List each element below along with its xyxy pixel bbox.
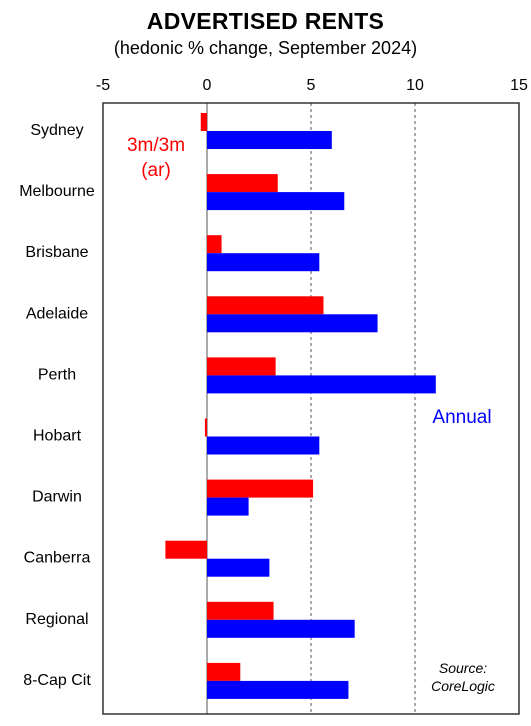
- bar-annual: [207, 680, 349, 699]
- bar-3m: [207, 174, 278, 193]
- bars: [165, 113, 436, 699]
- bar-annual: [207, 497, 249, 516]
- bar-3m: [200, 113, 207, 131]
- series-label-annual: Annual: [432, 407, 491, 428]
- bar-3m: [207, 235, 222, 254]
- series-label-3m: 3m/3m: [127, 135, 185, 156]
- bar-annual: [207, 131, 332, 149]
- category-label: Brisbane: [25, 244, 88, 261]
- bar-annual: [207, 314, 378, 333]
- chart-subtitle: (hedonic % change, September 2024): [113, 38, 418, 58]
- x-tick-label: 15: [510, 77, 528, 94]
- bar-3m: [207, 662, 241, 681]
- chart-title: ADVERTISED RENTS: [146, 8, 385, 34]
- bar-annual: [207, 375, 436, 394]
- x-tick-label: 10: [406, 77, 424, 94]
- x-axis-ticks: -5 0 5 10 15: [96, 77, 528, 94]
- source-label: Source:: [439, 660, 487, 676]
- bar-3m: [204, 418, 207, 437]
- source-name: CoreLogic: [431, 678, 495, 694]
- x-tick-label: -5: [96, 77, 110, 94]
- bar-3m: [207, 296, 324, 315]
- category-label: Regional: [25, 611, 88, 628]
- series-label-ar: (ar): [141, 160, 171, 181]
- category-label: Melbourne: [19, 183, 95, 200]
- category-label: Perth: [38, 366, 76, 383]
- bar-annual: [207, 192, 345, 211]
- category-label: Canberra: [24, 550, 91, 567]
- category-label: Sydney: [30, 122, 83, 139]
- bar-3m: [207, 357, 276, 376]
- plot-frame: [102, 102, 520, 715]
- bar-annual: [207, 253, 320, 272]
- category-label: Darwin: [32, 489, 82, 506]
- bar-annual: [207, 436, 320, 455]
- bar-annual: [207, 558, 270, 577]
- bar-3m: [165, 540, 207, 559]
- bar-3m: [207, 479, 314, 498]
- bar-annual: [207, 619, 355, 638]
- category-label: Hobart: [33, 428, 82, 445]
- x-tick-label: 5: [307, 77, 316, 94]
- x-tick-label: 0: [203, 77, 212, 94]
- category-label: Adelaide: [26, 305, 88, 322]
- category-label: 8-Cap Cit: [23, 672, 91, 689]
- category-labels: Sydney Melbourne Brisbane Adelaide Perth Hoba…: [19, 122, 95, 689]
- bar-3m: [207, 601, 274, 620]
